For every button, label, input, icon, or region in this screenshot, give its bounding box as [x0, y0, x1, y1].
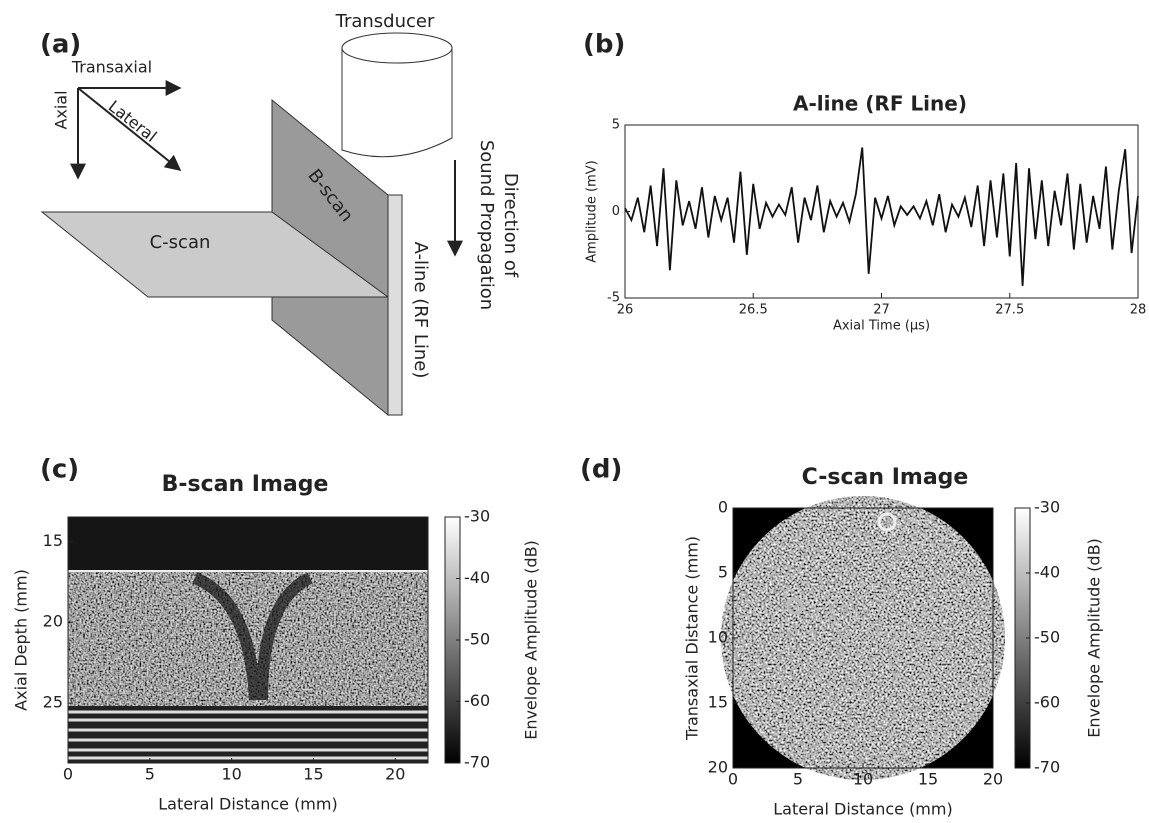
x-tick-label: 10: [221, 765, 241, 784]
label: Lateral: [105, 97, 161, 146]
c-scan-image: [721, 496, 1005, 780]
y-tick-label: 0: [718, 498, 728, 517]
y-tick-label: 0: [612, 204, 620, 219]
y-tick-label: 15: [43, 531, 63, 550]
colorbar-tick-label: -30: [1034, 498, 1060, 517]
y-axis-label: Transaxial Distance (mm): [683, 536, 702, 741]
x-tick-label: 0: [728, 770, 738, 789]
x-tick-label: 28: [1130, 303, 1147, 318]
plot-frame: [624, 124, 1139, 299]
x-tick-label: 0: [63, 765, 73, 784]
x-tick-label: 27: [873, 303, 890, 318]
y-tick-label: 20: [708, 758, 728, 777]
label: Transaxial: [71, 58, 152, 77]
transducer-top: [341, 32, 453, 64]
x-tick-label: 5: [145, 765, 155, 784]
colorbar-tick-label: -30: [464, 507, 490, 526]
chart-title: A-line (RF Line): [793, 92, 967, 116]
line-series: [624, 147, 1139, 286]
diagram: (a) Transaxial Axial Lateral Transducer …: [40, 11, 521, 417]
y-axis-label: Axial Depth (mm): [12, 569, 31, 711]
colorbar-tick-label: -70: [464, 753, 490, 772]
panel-label: (a): [40, 30, 81, 60]
x-tick-label: 10: [853, 770, 873, 789]
x-tick-label: 26: [617, 303, 634, 318]
chart-title: B-scan Image: [162, 472, 329, 497]
y-tick-label: 25: [43, 693, 63, 712]
colorbar-tick-label: -60: [464, 691, 490, 710]
colorbar-label: Envelope Amplitude (dB): [1085, 538, 1104, 738]
chart-title: C-scan Image: [802, 465, 969, 490]
a-line-bar: [387, 194, 403, 416]
colorbar-tick-label: -70: [1034, 758, 1060, 777]
y-axis-label: Amplitude (mV): [585, 160, 600, 262]
y-tick-label: 5: [718, 563, 728, 582]
label: A-line (RF Line): [410, 242, 431, 379]
colorbar-tick-label: -60: [1034, 693, 1060, 712]
x-tick-label: 15: [918, 770, 938, 789]
x-tick-label: 15: [303, 765, 323, 784]
x-tick-label: 5: [793, 770, 803, 789]
colorbar-label: Envelope Amplitude (dB): [522, 540, 541, 740]
axis-arrows: [70, 80, 463, 257]
x-tick-label: 20: [385, 765, 405, 784]
panel-label: (c): [40, 455, 79, 485]
y-tick-label: -5: [607, 291, 620, 306]
y-tick-label: 15: [708, 693, 728, 712]
label: C-scan: [150, 232, 211, 253]
y-tick-label: 10: [708, 628, 728, 647]
label: Sound Propagation: [476, 140, 497, 310]
panel-label: (b): [583, 30, 625, 60]
label: Axial: [52, 90, 71, 129]
x-tick-label: 26.5: [739, 303, 768, 318]
label: Direction of: [500, 173, 521, 278]
label: Transducer: [335, 11, 435, 32]
x-axis-label: Lateral Distance (mm): [158, 795, 337, 814]
transducer-body: [341, 47, 453, 158]
x-axis-label: Lateral Distance (mm): [773, 800, 952, 819]
x-axis-label: Axial Time (μs): [833, 319, 930, 334]
panel-label: (d): [580, 455, 622, 485]
colorbar-tick-label: -50: [464, 630, 490, 649]
colorbar-tick-label: -40: [1034, 563, 1060, 582]
colorbar-tick-label: -50: [1034, 628, 1060, 647]
x-tick-label: 20: [983, 770, 1003, 789]
y-tick-label: 5: [612, 118, 620, 133]
plot-frame: [67, 516, 429, 764]
b-scan-image: [68, 517, 428, 763]
x-tick-label: 27.5: [995, 303, 1024, 318]
colorbar-tick-label: -40: [464, 568, 490, 587]
y-tick-label: 20: [43, 612, 63, 631]
